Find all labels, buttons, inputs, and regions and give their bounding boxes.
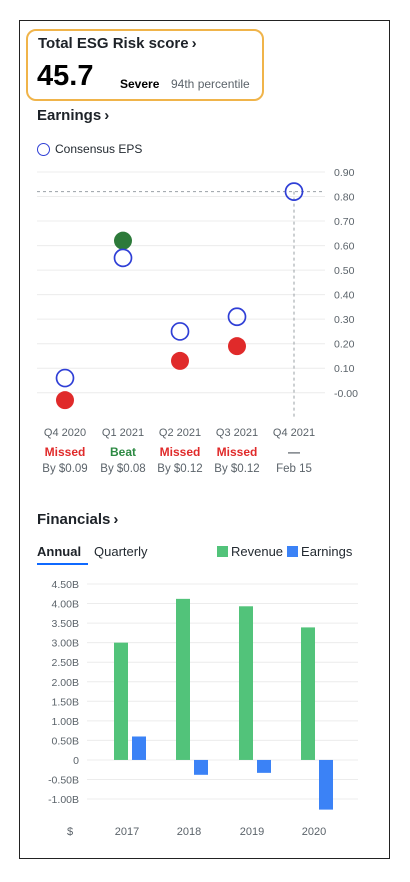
earnings-legend-label: Earnings [301, 544, 353, 559]
y-tick-label: 0.20 [334, 339, 355, 351]
y-tick-label: 2.00B [52, 677, 79, 689]
tab-annual[interactable]: Annual [37, 544, 82, 559]
earnings-bar [319, 759, 333, 810]
earnings-detail-label: By $0.12 [157, 463, 202, 475]
y-tick-label: 3.00B [52, 638, 79, 650]
chevron-right-icon: › [104, 107, 110, 124]
x-tick-label: Q1 2021 [102, 427, 144, 439]
earnings-chart: -0.00 0.10 0.20 0.30 0.40 0.50 0.60 0.70 0.80 0.9… [37, 167, 358, 475]
x-tick-label: Q4 2020 [44, 427, 86, 439]
x-tick-label: Q4 2021 [273, 427, 315, 439]
y-tick-label: -1.00B [48, 794, 79, 806]
chevron-right-icon: › [113, 511, 119, 528]
financials-chart: 4.50B 4.00B 3.50B 3.00B 2.50B 2.00B 1.50B 1.00B… [48, 579, 358, 838]
y-tick-label: 0.90 [334, 167, 355, 179]
earnings-status-label: Beat [110, 445, 136, 459]
earnings-bar [132, 736, 146, 760]
earnings-status-label: Missed [217, 445, 258, 459]
consensus-eps-point [55, 368, 75, 388]
actual-eps-point [114, 231, 132, 250]
consensus-eps-label: Consensus EPS [55, 142, 143, 156]
x-tick-label: 2020 [302, 826, 326, 838]
y-tick-label: 0.30 [334, 314, 355, 326]
revenue-bar [114, 642, 128, 760]
x-tick-label: 2019 [240, 826, 264, 838]
consensus-eps-point [227, 307, 247, 327]
y-tick-label: -0.00 [334, 388, 358, 400]
revenue-bar [239, 606, 253, 760]
earnings-status-label: Missed [160, 445, 201, 459]
y-tick-label: 1.00B [52, 716, 79, 728]
consensus-eps-legend: Consensus EPS [37, 142, 142, 156]
y-tick-label: 0.50B [52, 735, 79, 747]
earnings-title-link[interactable]: Earnings › [37, 107, 109, 124]
financials-legend: Revenue Earnings [217, 544, 352, 559]
y-tick-label: 4.00B [52, 599, 79, 611]
circle-outline-icon [37, 142, 50, 156]
actual-eps-point [171, 351, 189, 370]
earnings-detail-label: By $0.09 [42, 463, 87, 475]
earnings-detail-label: By $0.12 [214, 463, 259, 475]
revenue-legend-label: Revenue [231, 544, 284, 559]
x-tick-label: Q2 2021 [159, 427, 201, 439]
earnings-status-label: — [288, 445, 300, 459]
active-tab-underline [37, 563, 88, 565]
earnings-status-label: Missed [45, 445, 86, 459]
y-tick-label: 0.80 [334, 192, 355, 204]
financials-title-link[interactable]: Financials › [37, 511, 118, 528]
esg-score: 45.7 [37, 60, 94, 92]
y-tick-label: 2.50B [52, 657, 79, 669]
y-tick-label: 3.50B [52, 618, 79, 630]
y-tick-label: 0.60 [334, 241, 355, 253]
earnings-swatch [287, 546, 299, 557]
esg-highlight-box [26, 29, 264, 101]
tab-quarterly[interactable]: Quarterly [94, 544, 148, 559]
y-tick-label: 4.50B [52, 579, 79, 591]
actual-eps-point [56, 391, 74, 410]
y-tick-label: -0.50B [48, 775, 79, 787]
widget-frame [19, 20, 390, 859]
esg-title-text: Total ESG Risk score [38, 35, 189, 52]
consensus-eps-point [284, 182, 304, 201]
esg-title-link[interactable]: Total ESG Risk score › [38, 35, 197, 52]
actual-eps-point [228, 337, 246, 356]
chevron-right-icon: › [191, 35, 197, 52]
earnings-detail-label: Feb 15 [276, 463, 312, 475]
esg-level: Severe [120, 77, 160, 91]
esg-percentile: 94th percentile [171, 77, 250, 91]
x-axis-currency-label: $ [67, 826, 73, 838]
revenue-bar [301, 627, 315, 760]
x-tick-label: 2017 [115, 826, 139, 838]
consensus-eps-point [113, 248, 133, 268]
consensus-eps-point [170, 322, 190, 341]
y-tick-label: 0.10 [334, 363, 355, 375]
y-tick-label: 0 [73, 755, 79, 767]
revenue-swatch [217, 546, 228, 557]
revenue-bar [176, 598, 190, 760]
x-tick-label: 2018 [177, 826, 201, 838]
y-tick-label: 0.50 [334, 265, 355, 277]
y-tick-label: 0.40 [334, 290, 355, 302]
earnings-bar [194, 759, 208, 775]
y-tick-label: 0.70 [334, 216, 355, 228]
x-tick-label: Q3 2021 [216, 427, 258, 439]
financials-title-text: Financials [37, 511, 111, 528]
y-tick-label: 1.50B [52, 696, 79, 708]
earnings-detail-label: By $0.08 [100, 463, 145, 475]
earnings-title-text: Earnings [37, 107, 102, 124]
earnings-bar [257, 759, 271, 773]
